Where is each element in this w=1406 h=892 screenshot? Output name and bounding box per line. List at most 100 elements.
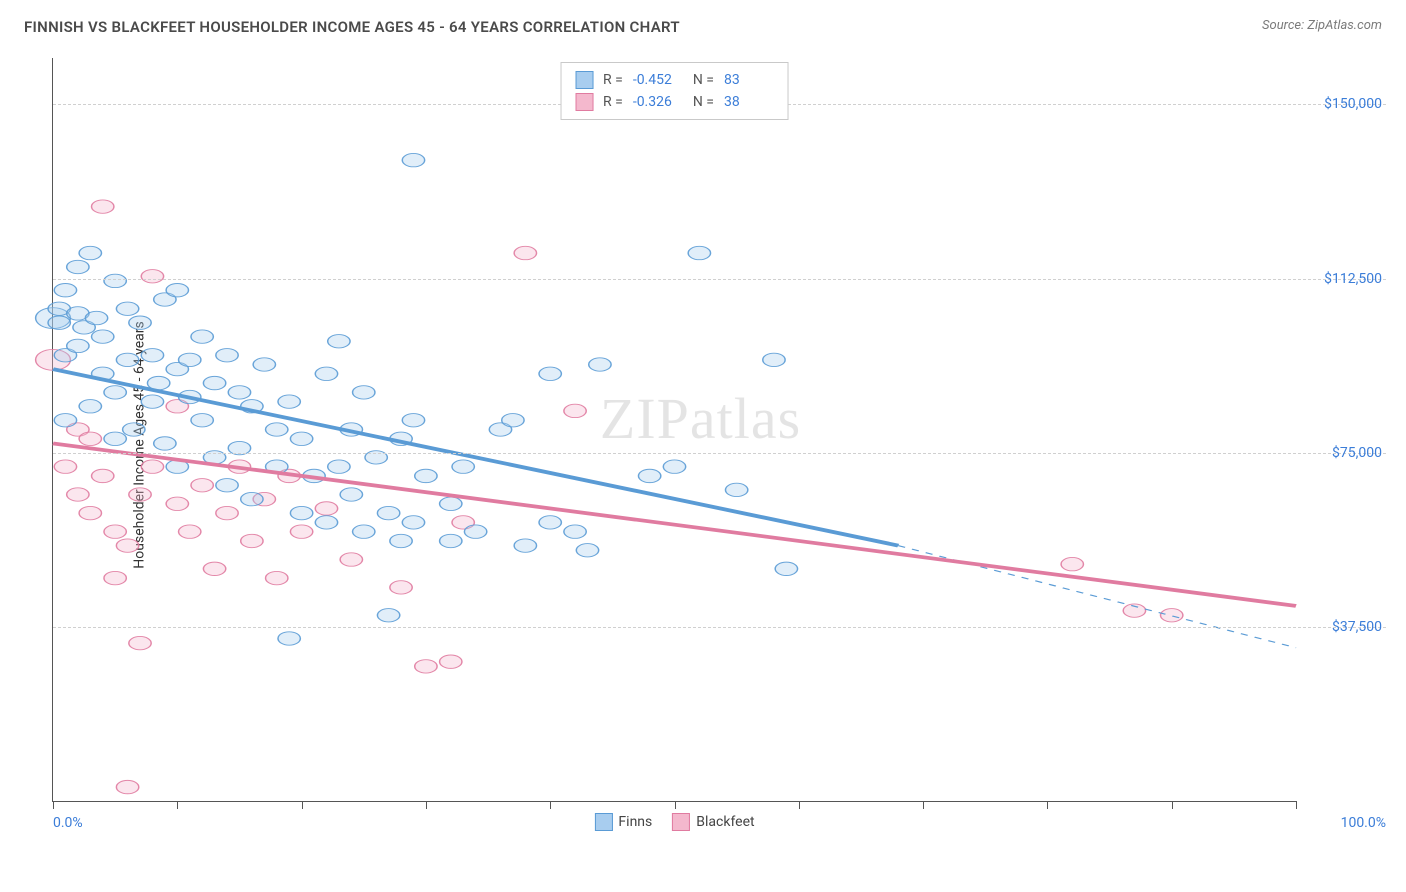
- scatter-point: [688, 246, 710, 259]
- stats-row-blackfeet: R = -0.326 N = 38: [575, 91, 774, 113]
- scatter-point: [54, 284, 76, 297]
- scatter-point: [116, 302, 138, 315]
- ytick-label: $75,000: [1332, 445, 1382, 461]
- scatter-point: [390, 534, 412, 547]
- scatter-point: [116, 780, 138, 793]
- ytick-label: $150,000: [1324, 96, 1382, 112]
- gridline-h: [53, 627, 1386, 628]
- xtick: [799, 801, 800, 809]
- scatter-point: [377, 506, 399, 519]
- scatter-point: [278, 395, 300, 408]
- r-value-blackfeet: -0.326: [633, 94, 683, 110]
- scatter-point: [377, 609, 399, 622]
- scatter-point: [725, 483, 747, 496]
- scatter-point: [67, 339, 89, 352]
- scatter-point: [315, 367, 337, 380]
- scatter-point: [116, 353, 138, 366]
- scatter-point: [415, 660, 437, 673]
- scatter-point: [104, 386, 126, 399]
- scatter-point: [415, 469, 437, 482]
- source-attribution: Source: ZipAtlas.com: [1262, 18, 1382, 33]
- scatter-point: [123, 423, 145, 436]
- scatter-point: [775, 562, 797, 575]
- scatter-point: [514, 246, 536, 259]
- plot-area: R = -0.452 N = 83 R = -0.326 N = 38 ZIPa…: [52, 58, 1296, 802]
- scatter-point: [141, 460, 163, 473]
- xtick: [550, 801, 551, 809]
- scatter-point: [191, 479, 213, 492]
- scatter-point: [440, 534, 462, 547]
- scatter-point: [763, 353, 785, 366]
- scatter-point: [353, 386, 375, 399]
- scatter-point: [216, 349, 238, 362]
- ytick-label: $37,500: [1332, 619, 1382, 635]
- scatter-point: [104, 274, 126, 287]
- xtick: [1296, 801, 1297, 809]
- scatter-point: [104, 571, 126, 584]
- scatter-point: [638, 469, 660, 482]
- gridline-h: [53, 279, 1386, 280]
- scatter-point: [390, 581, 412, 594]
- scatter-point: [67, 260, 89, 273]
- scatter-point: [402, 516, 424, 529]
- scatter-point: [203, 562, 225, 575]
- gridline-h: [53, 453, 1386, 454]
- legend-label-blackfeet: Blackfeet: [696, 814, 754, 830]
- scatter-point: [191, 330, 213, 343]
- xtick-label-min: 0.0%: [53, 815, 83, 831]
- scatter-point: [464, 525, 486, 538]
- scatter-point: [663, 460, 685, 473]
- scatter-point: [440, 497, 462, 510]
- scatter-point: [266, 571, 288, 584]
- swatch-finns: [575, 71, 593, 89]
- scatter-point: [576, 544, 598, 557]
- scatter-point: [166, 284, 188, 297]
- scatter-point: [340, 553, 362, 566]
- legend-bottom: Finns Blackfeet: [594, 813, 754, 831]
- legend-label-finns: Finns: [618, 814, 652, 830]
- scatter-point: [79, 246, 101, 259]
- scatter-point: [241, 492, 263, 505]
- scatter-point: [129, 488, 151, 501]
- scatter-point: [54, 460, 76, 473]
- n-value-blackfeet: 38: [724, 94, 774, 110]
- scatter-point: [290, 506, 312, 519]
- scatter-point: [266, 423, 288, 436]
- scatter-point: [179, 353, 201, 366]
- scatter-point: [92, 469, 114, 482]
- scatter-point: [129, 636, 151, 649]
- scatter-point: [104, 525, 126, 538]
- scatter-point: [539, 367, 561, 380]
- chart-container: Householder Income Ages 45 - 64 years R …: [52, 58, 1386, 832]
- scatter-point: [129, 316, 151, 329]
- xtick: [53, 801, 54, 809]
- scatter-point: [191, 414, 213, 427]
- scatter-point: [79, 400, 101, 413]
- scatter-point: [315, 502, 337, 515]
- scatter-point: [328, 460, 350, 473]
- scatter-point: [589, 358, 611, 371]
- scatter-point: [54, 414, 76, 427]
- swatch-finns-icon: [594, 813, 612, 831]
- scatter-point: [353, 525, 375, 538]
- scatter-point: [92, 200, 114, 213]
- scatter-point: [166, 497, 188, 510]
- scatter-point: [67, 488, 89, 501]
- xtick: [177, 801, 178, 809]
- scatter-point: [203, 376, 225, 389]
- scatter-point: [452, 460, 474, 473]
- chart-title: FINNISH VS BLACKFEET HOUSEHOLDER INCOME …: [24, 18, 680, 36]
- legend-item-finns: Finns: [594, 813, 652, 831]
- swatch-blackfeet: [575, 93, 593, 111]
- r-label: R =: [603, 72, 623, 88]
- scatter-point: [564, 525, 586, 538]
- xtick: [1172, 801, 1173, 809]
- scatter-point: [340, 488, 362, 501]
- r-label: R =: [603, 94, 623, 110]
- xtick: [426, 801, 427, 809]
- scatter-point: [216, 479, 238, 492]
- scatter-point: [440, 655, 462, 668]
- scatter-point: [92, 330, 114, 343]
- scatter-point: [216, 506, 238, 519]
- scatter-point: [228, 386, 250, 399]
